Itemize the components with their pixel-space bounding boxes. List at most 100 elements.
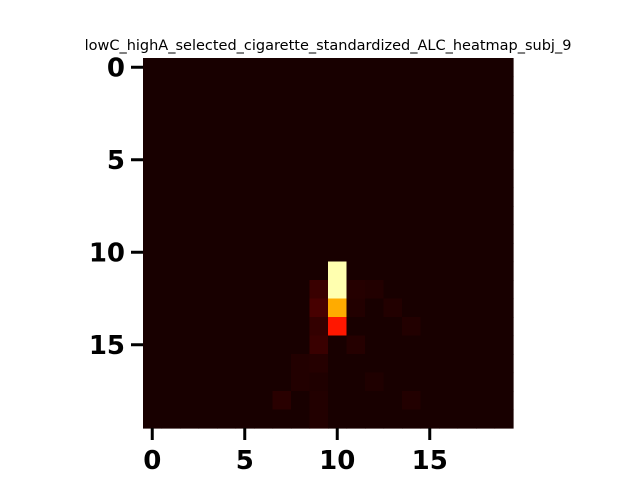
heatmap-cell (476, 206, 496, 226)
heatmap-cell (217, 391, 237, 411)
heatmap-cell (365, 113, 385, 133)
heatmap-cell (143, 261, 163, 281)
heatmap-cell (420, 280, 440, 300)
heatmap-cell (346, 298, 366, 318)
heatmap-cell (365, 298, 385, 318)
heatmap-cell (457, 372, 477, 392)
heatmap-cell (365, 58, 385, 78)
heatmap-cell (457, 298, 477, 318)
heatmap-cell (457, 354, 477, 374)
heatmap-cell (494, 354, 514, 374)
heatmap-cell (217, 224, 237, 244)
y-axis: 0 5 10 15 (89, 53, 143, 361)
heatmap-cell (383, 317, 403, 337)
heatmap-cell (346, 280, 366, 300)
heatmap-cell (309, 354, 329, 374)
heatmap-cell (161, 206, 181, 226)
heatmap-cell (346, 372, 366, 392)
heatmap-cell (254, 113, 274, 133)
heatmap-cell (217, 372, 237, 392)
heatmap-cell (383, 58, 403, 78)
heatmap-cell (272, 298, 292, 318)
heatmap-cell (402, 76, 422, 96)
heatmap-cell (365, 206, 385, 226)
heatmap-cell (235, 280, 255, 300)
heatmap-cell (420, 224, 440, 244)
heatmap-cell (439, 169, 459, 189)
heatmap-cell (161, 298, 181, 318)
heatmap-cell (476, 187, 496, 207)
heatmap-cell (420, 150, 440, 170)
heatmap-cell (383, 372, 403, 392)
heatmap-cell (457, 409, 477, 429)
heatmap-cell (328, 243, 348, 263)
heatmap-cell (365, 317, 385, 337)
heatmap-cell (402, 206, 422, 226)
heatmap-cell (309, 335, 329, 355)
heatmap-cell (180, 280, 200, 300)
heatmap-cell (328, 335, 348, 355)
heatmap-cell (457, 95, 477, 115)
heatmap-cell (383, 298, 403, 318)
heatmap-cell (439, 187, 459, 207)
heatmap-cell (143, 187, 163, 207)
heatmap-cell (254, 58, 274, 78)
heatmap-cell (143, 335, 163, 355)
heatmap-cell (254, 298, 274, 318)
heatmap-cell (235, 224, 255, 244)
heatmap-cell (476, 58, 496, 78)
heatmap-cell (309, 372, 329, 392)
heatmap-cell (439, 95, 459, 115)
heatmap-cell (198, 243, 218, 263)
heatmap-cell (161, 76, 181, 96)
heatmap-cell (217, 354, 237, 374)
heatmap-cell (180, 354, 200, 374)
heatmap-cell (476, 243, 496, 263)
heatmap-cell (328, 187, 348, 207)
heatmap-cell (180, 58, 200, 78)
heatmap-cell (309, 243, 329, 263)
heatmap-cell (235, 317, 255, 337)
heatmap-cell (402, 58, 422, 78)
heatmap-cell (420, 95, 440, 115)
heatmap-cell (291, 113, 311, 133)
heatmap-cell (143, 132, 163, 152)
x-tick-label: 0 (143, 446, 161, 476)
heatmap-cell (365, 95, 385, 115)
heatmap-cell (439, 224, 459, 244)
heatmap-cell (457, 132, 477, 152)
heatmap-cell (420, 169, 440, 189)
heatmap-cell (161, 132, 181, 152)
heatmap-cell (217, 317, 237, 337)
heatmap-cell (328, 409, 348, 429)
heatmap-cell (402, 132, 422, 152)
heatmap-cell (180, 224, 200, 244)
heatmap-cell (346, 354, 366, 374)
heatmap-cell (198, 298, 218, 318)
heatmap-cell (272, 113, 292, 133)
heatmap-cell (161, 317, 181, 337)
heatmap-cell (161, 280, 181, 300)
heatmap-cell (291, 58, 311, 78)
heatmap-cell (217, 76, 237, 96)
heatmap-cell (180, 317, 200, 337)
heatmap-cell (198, 169, 218, 189)
heatmap-cell (346, 335, 366, 355)
heatmap-cell (161, 224, 181, 244)
heatmap-cell (457, 206, 477, 226)
heatmap-cell (494, 298, 514, 318)
heatmap-cell (328, 95, 348, 115)
heatmap-cell (309, 261, 329, 281)
heatmap-cell (439, 76, 459, 96)
heatmap-cell (161, 187, 181, 207)
heatmap-cell (272, 335, 292, 355)
x-tick-label: 10 (319, 446, 355, 476)
heatmap-cell (309, 298, 329, 318)
heatmap-cell (180, 298, 200, 318)
heatmap-cell (476, 169, 496, 189)
heatmap-cell (365, 187, 385, 207)
heatmap-cell (402, 335, 422, 355)
heatmap-cell (235, 354, 255, 374)
heatmap-cell (328, 150, 348, 170)
y-tick-label: 15 (89, 331, 125, 361)
